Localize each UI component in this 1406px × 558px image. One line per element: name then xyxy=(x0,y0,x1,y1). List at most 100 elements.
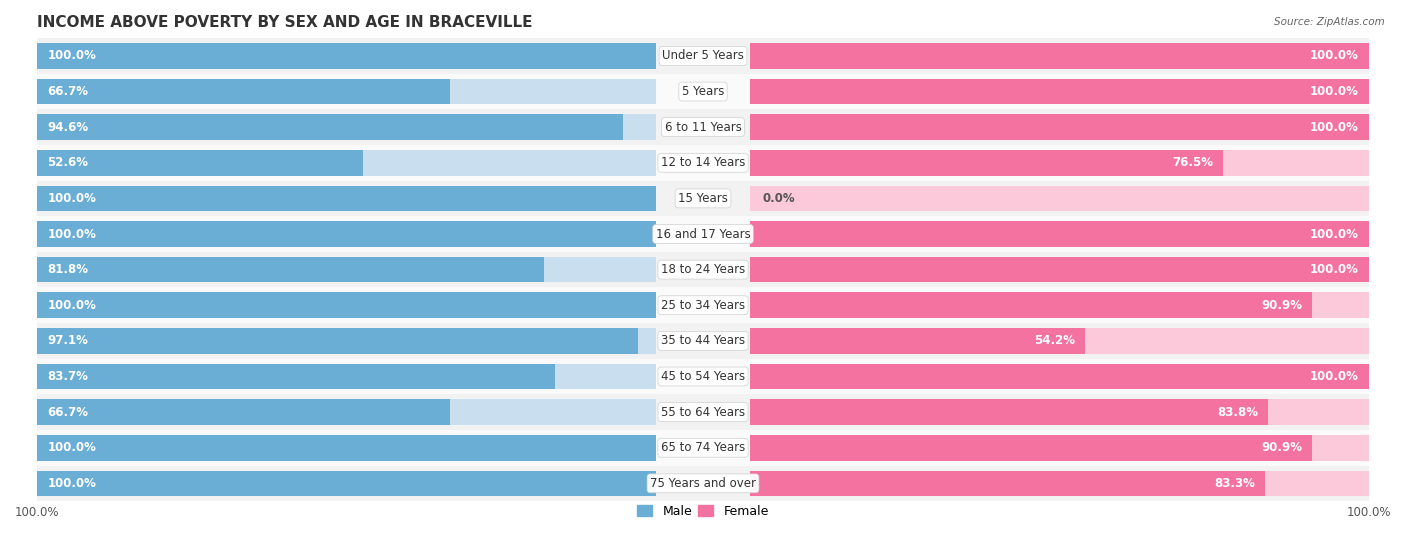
Text: 83.7%: 83.7% xyxy=(48,370,89,383)
Bar xyxy=(37,395,1369,430)
Bar xyxy=(749,186,1369,211)
Text: 35 to 44 Years: 35 to 44 Years xyxy=(661,334,745,348)
Bar xyxy=(37,328,657,354)
Text: 12 to 14 Years: 12 to 14 Years xyxy=(661,156,745,169)
Text: 66.7%: 66.7% xyxy=(48,85,89,98)
Text: 18 to 24 Years: 18 to 24 Years xyxy=(661,263,745,276)
Text: 94.6%: 94.6% xyxy=(48,121,89,134)
Text: 90.9%: 90.9% xyxy=(1261,441,1302,454)
Bar xyxy=(37,359,1369,395)
Text: 5 Years: 5 Years xyxy=(682,85,724,98)
Bar xyxy=(749,150,1369,176)
Text: 15 Years: 15 Years xyxy=(678,192,728,205)
Bar xyxy=(749,114,1369,140)
Text: Source: ZipAtlas.com: Source: ZipAtlas.com xyxy=(1274,17,1385,27)
Text: 65 to 74 Years: 65 to 74 Years xyxy=(661,441,745,454)
Bar xyxy=(749,470,1265,496)
Bar xyxy=(37,470,657,496)
Bar xyxy=(749,114,1369,140)
Bar xyxy=(37,79,657,104)
Text: 100.0%: 100.0% xyxy=(48,192,96,205)
Bar xyxy=(749,221,1369,247)
Text: 100.0%: 100.0% xyxy=(1310,263,1358,276)
Bar xyxy=(749,43,1369,69)
Bar xyxy=(37,109,1369,145)
Text: 25 to 34 Years: 25 to 34 Years xyxy=(661,299,745,312)
Text: 100.0%: 100.0% xyxy=(1310,121,1358,134)
Bar xyxy=(37,181,1369,216)
Text: 90.9%: 90.9% xyxy=(1261,299,1302,312)
Bar xyxy=(37,221,657,247)
Text: 100.0%: 100.0% xyxy=(1310,370,1358,383)
Bar xyxy=(749,470,1369,496)
Text: 16 and 17 Years: 16 and 17 Years xyxy=(655,228,751,240)
Text: 54.2%: 54.2% xyxy=(1035,334,1076,348)
Bar xyxy=(37,328,638,354)
Bar xyxy=(37,430,1369,465)
Text: 83.8%: 83.8% xyxy=(1218,406,1258,418)
Text: 100.0%: 100.0% xyxy=(1310,50,1358,62)
Bar xyxy=(37,79,450,104)
Bar xyxy=(749,43,1369,69)
Bar xyxy=(37,114,657,140)
Text: 100.0%: 100.0% xyxy=(1310,228,1358,240)
Bar xyxy=(37,221,657,247)
Bar xyxy=(37,186,657,211)
Bar xyxy=(37,145,1369,181)
Bar xyxy=(37,364,657,389)
Text: 81.8%: 81.8% xyxy=(48,263,89,276)
Bar xyxy=(749,400,1369,425)
Text: Under 5 Years: Under 5 Years xyxy=(662,50,744,62)
Bar xyxy=(37,287,1369,323)
Bar xyxy=(37,323,1369,359)
Bar xyxy=(749,435,1369,460)
Legend: Male, Female: Male, Female xyxy=(633,499,773,523)
Text: INCOME ABOVE POVERTY BY SEX AND AGE IN BRACEVILLE: INCOME ABOVE POVERTY BY SEX AND AGE IN B… xyxy=(37,15,533,30)
Bar xyxy=(37,292,657,318)
Bar xyxy=(37,470,657,496)
Bar xyxy=(749,257,1369,282)
Bar xyxy=(749,364,1369,389)
Text: 45 to 54 Years: 45 to 54 Years xyxy=(661,370,745,383)
Bar xyxy=(37,43,657,69)
Text: 100.0%: 100.0% xyxy=(48,299,96,312)
Text: 100.0%: 100.0% xyxy=(48,50,96,62)
Bar xyxy=(749,400,1268,425)
Bar xyxy=(37,252,1369,287)
Bar xyxy=(749,328,1369,354)
Bar xyxy=(37,435,657,460)
Text: 100.0%: 100.0% xyxy=(1310,85,1358,98)
Bar xyxy=(37,400,450,425)
Bar xyxy=(37,150,363,176)
Text: 0.0%: 0.0% xyxy=(763,192,796,205)
Text: 55 to 64 Years: 55 to 64 Years xyxy=(661,406,745,418)
Text: 75 Years and over: 75 Years and over xyxy=(650,477,756,490)
Bar xyxy=(749,292,1312,318)
Text: 100.0%: 100.0% xyxy=(48,477,96,490)
Text: 52.6%: 52.6% xyxy=(48,156,89,169)
Bar xyxy=(749,79,1369,104)
Bar xyxy=(749,79,1369,104)
Bar xyxy=(749,292,1369,318)
Bar xyxy=(37,216,1369,252)
Text: 83.3%: 83.3% xyxy=(1215,477,1256,490)
Text: 6 to 11 Years: 6 to 11 Years xyxy=(665,121,741,134)
Bar xyxy=(37,292,657,318)
Bar xyxy=(37,257,544,282)
Text: 66.7%: 66.7% xyxy=(48,406,89,418)
Text: 100.0%: 100.0% xyxy=(48,228,96,240)
Bar xyxy=(749,150,1223,176)
Bar xyxy=(37,364,555,389)
Bar xyxy=(37,400,657,425)
Bar xyxy=(749,435,1312,460)
Bar xyxy=(37,38,1369,74)
Text: 76.5%: 76.5% xyxy=(1173,156,1213,169)
Bar xyxy=(749,328,1085,354)
Bar xyxy=(37,435,657,460)
Bar xyxy=(37,43,657,69)
Text: 100.0%: 100.0% xyxy=(48,441,96,454)
Bar xyxy=(749,364,1369,389)
Bar xyxy=(749,257,1369,282)
Bar xyxy=(37,465,1369,501)
Text: 97.1%: 97.1% xyxy=(48,334,89,348)
